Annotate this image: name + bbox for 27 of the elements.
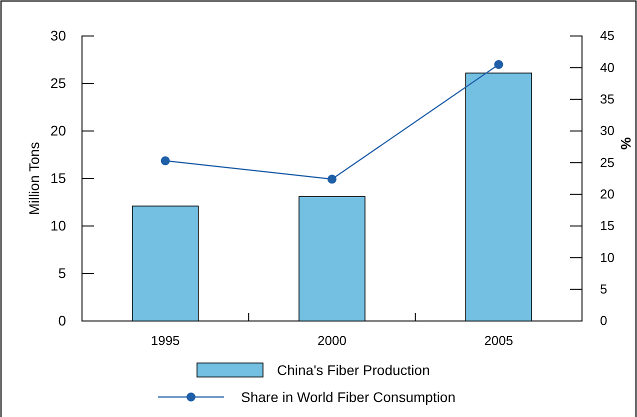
x-tick-label: 2000 — [318, 333, 346, 348]
y2-tick-label: 45 — [600, 28, 614, 44]
y-tick-label: 0 — [58, 312, 66, 328]
y2-tick-label: 10 — [600, 250, 614, 265]
y-tick-label: 20 — [50, 122, 66, 138]
y2-tick-label: 15 — [600, 218, 614, 234]
y2-axis-title: % — [618, 137, 634, 150]
point — [494, 60, 504, 69]
y-tick-label: 10 — [50, 217, 66, 234]
y-tick-label: 30 — [50, 27, 66, 44]
y2-tick-label: 0 — [600, 313, 608, 328]
legend-label: Share in World Fiber Consumption — [241, 389, 456, 405]
y2-tick-label: 5 — [600, 281, 608, 296]
y2-tick-label: 40 — [600, 60, 614, 75]
y-axis-title: Million Tons — [26, 142, 42, 215]
y2-tick-label: 20 — [600, 186, 614, 202]
y-tick-label: 15 — [50, 170, 66, 186]
legend-label: China's Fiber Production — [277, 362, 430, 378]
y2-tick-label: 35 — [600, 91, 614, 106]
y2-tick-label: 30 — [600, 123, 614, 138]
y-tick-label: 25 — [50, 74, 66, 91]
point — [328, 174, 336, 184]
y-tick-label: 5 — [58, 264, 66, 281]
x-tick-label: 1995 — [150, 333, 180, 348]
y2-tick-label: 25 — [600, 154, 614, 170]
point — [160, 156, 170, 166]
x-tick-label: 2005 — [484, 333, 514, 348]
